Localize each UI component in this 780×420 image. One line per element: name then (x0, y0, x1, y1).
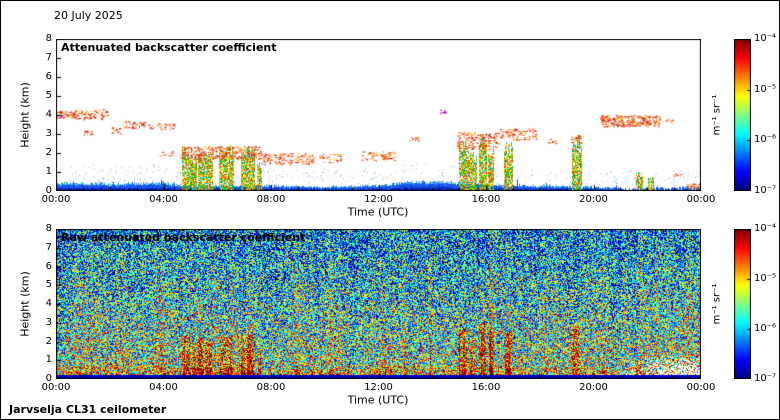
y-tick-label: 5 (45, 90, 52, 101)
x-tick-label: 20:00 (579, 194, 608, 205)
colorbar-tick-label: 10⁻⁵ (754, 273, 777, 284)
x-tick-label: 16:00 (471, 194, 501, 205)
x-tick-label: 04:00 (149, 194, 178, 205)
y-tick-label: 4 (45, 109, 52, 120)
x-tick-label: 12:00 (364, 382, 393, 393)
panel-bottom-title: Raw attenuated backscatter coefficient (61, 231, 306, 244)
y-tick-label: 0 (45, 373, 52, 384)
colorbar-bottom (734, 229, 751, 379)
x-tick-label: 04:00 (149, 382, 178, 393)
y-tick-label: 2 (45, 335, 52, 347)
x-axis-label-bottom: Time (UTC) (347, 393, 409, 407)
y-tick-label: 8 (45, 223, 52, 234)
panel-bottom: Raw attenuated backscatter coefficient (56, 229, 701, 379)
colorbar-top (734, 39, 751, 191)
footer-label: Jarvselja CL31 ceilometer (9, 403, 167, 416)
y-tick-label: 7 (45, 52, 52, 63)
x-tick-label: 16:00 (471, 382, 501, 393)
x-tick-label: 00:00 (41, 194, 71, 205)
y-tick-label: 6 (45, 260, 52, 272)
y-tick-label: 8 (45, 33, 52, 44)
panel-top: Attenuated backscatter coefficient (56, 39, 701, 191)
colorbar-tick-label: 10⁻⁷ (754, 185, 777, 196)
y-tick-label: 2 (45, 147, 52, 158)
x-axis-label-top: Time (UTC) (347, 205, 409, 219)
colorbar-tick-label: 10⁻⁷ (754, 373, 777, 384)
colorbar-unit-label-bottom: m⁻¹ sr⁻¹ (711, 283, 723, 325)
colorbar-tick-label: 10⁻⁴ (754, 223, 777, 234)
colorbar-tick-label: 10⁻⁴ (754, 33, 777, 44)
y-tick-label: 3 (45, 128, 52, 139)
bottom-heatmap-canvas (56, 229, 701, 379)
date-label: 20 July 2025 (54, 9, 123, 22)
x-tick-label: 08:00 (256, 194, 286, 205)
y-tick-label: 1 (45, 166, 52, 177)
y-tick-label: 5 (45, 279, 52, 291)
x-tick-label: 00:00 (686, 194, 716, 205)
colorbar-tick-label: 10⁻⁶ (754, 323, 777, 334)
y-tick-label: 3 (45, 316, 52, 328)
colorbar-tick-label: 10⁻⁶ (754, 134, 777, 146)
colorbar-unit-label-top: m⁻¹ sr⁻¹ (711, 94, 723, 136)
x-tick-label: 12:00 (364, 194, 393, 205)
y-tick-label: 7 (45, 241, 52, 253)
panel-top-title: Attenuated backscatter coefficient (61, 41, 277, 54)
y-tick-label: 4 (45, 298, 52, 309)
y-tick-label: 0 (45, 185, 52, 196)
top-heatmap-canvas (56, 39, 701, 191)
colorbar-tick-label: 10⁻⁵ (754, 83, 777, 95)
x-tick-label: 20:00 (579, 382, 608, 393)
x-tick-label: 00:00 (41, 382, 71, 393)
x-tick-label: 00:00 (686, 382, 716, 393)
x-tick-label: 08:00 (256, 382, 286, 393)
y-tick-label: 6 (45, 71, 52, 82)
y-tick-label: 1 (45, 354, 52, 366)
